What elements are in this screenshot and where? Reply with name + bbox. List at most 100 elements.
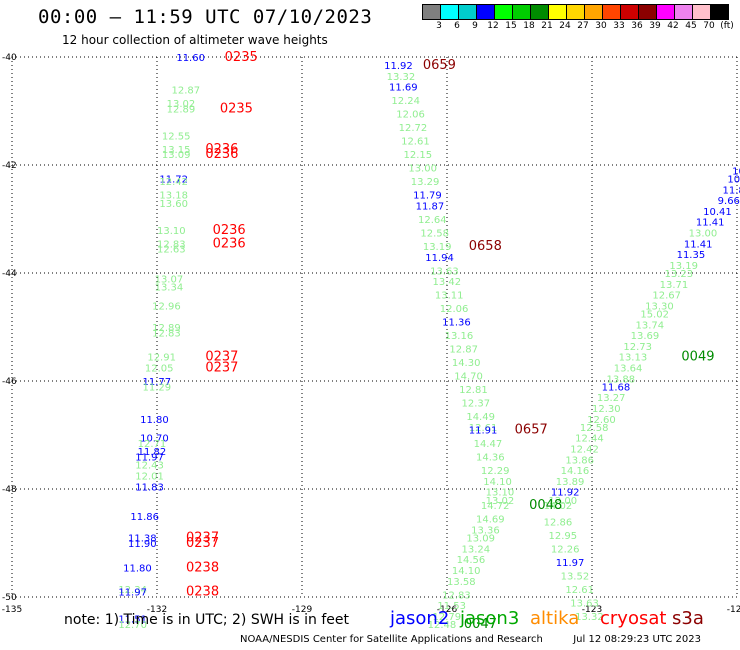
- pass-time-label: 0238: [186, 560, 219, 575]
- wave-height-label: 13.52: [561, 571, 590, 582]
- color-scale-label: 15: [505, 21, 517, 31]
- wave-height-label: 12.73: [623, 342, 652, 353]
- wave-height-label: 14.10: [483, 477, 512, 488]
- satellite-cryosat: cryosat: [600, 608, 667, 629]
- pass-time-label: 0235: [220, 101, 253, 116]
- wave-height-label: 13.00: [408, 164, 437, 175]
- wave-height-label: 12.87: [449, 345, 478, 356]
- wave-height-label: 14.36: [476, 453, 505, 464]
- wave-height-label: 13.24: [462, 544, 491, 555]
- wave-height-label: 13.00: [689, 229, 718, 240]
- wave-height-label: 13.10: [157, 226, 186, 237]
- pass-time-label: 0236: [205, 142, 238, 157]
- wave-height-label: 13.09: [162, 150, 191, 161]
- color-swatch: [441, 4, 459, 20]
- wave-height-label: 12.34: [118, 585, 147, 596]
- wave-height-label: 12.37: [462, 399, 491, 410]
- wave-height-label: 12.06: [440, 304, 469, 315]
- wave-height-label: 11.82: [138, 447, 167, 458]
- wave-height-label: 12.58: [420, 229, 449, 240]
- wave-height-label: 11.90: [128, 539, 157, 550]
- wave-height-label: 12.60: [587, 415, 616, 426]
- color-scale-label: 12: [487, 21, 499, 31]
- color-swatch: [459, 4, 477, 20]
- wave-height-label: 13.34: [155, 283, 184, 294]
- pass-time-label: 0236: [213, 236, 246, 251]
- x-tick-label: -120: [727, 605, 740, 615]
- wave-height-label: 14.72: [481, 501, 510, 512]
- color-swatch: [585, 4, 603, 20]
- color-swatch: [693, 4, 711, 20]
- x-tick-label: -135: [2, 605, 22, 615]
- x-tick-label: -126: [437, 605, 458, 615]
- x-tick-label: -123: [582, 605, 602, 615]
- wave-height-label: 13.63: [570, 598, 599, 609]
- y-tick-label: -50: [2, 593, 17, 603]
- color-scale-label: 30: [595, 21, 607, 31]
- wave-height-label: 11.68: [602, 382, 631, 393]
- wave-height-label: 12.83: [152, 328, 181, 339]
- wave-height-label: 11.38: [128, 534, 157, 545]
- wave-height-label: 12.67: [652, 291, 681, 302]
- wave-height-label: 11.41: [696, 218, 725, 229]
- wave-height-label: 13.10: [486, 488, 515, 499]
- pass-time-label: 0049: [681, 350, 714, 365]
- wave-height-label: 13.42: [433, 277, 462, 288]
- wave-height-label: 12.81: [459, 385, 488, 396]
- wave-height-label: 12.86: [544, 517, 573, 528]
- color-scale-label: 39: [649, 21, 661, 31]
- wave-height-label: 14.69: [476, 515, 505, 526]
- wave-height-label: 14.02: [544, 501, 573, 512]
- wave-height-label: 13.30: [645, 301, 674, 312]
- wave-height-label: 12.91: [147, 353, 176, 364]
- wave-height-label: 13.29: [411, 177, 440, 188]
- color-scale-label: 3: [436, 21, 442, 31]
- pass-time-label: 0238: [186, 585, 219, 600]
- wave-height-label: 13.02: [486, 496, 515, 507]
- wave-height-label: 11.92: [384, 61, 413, 72]
- wave-height-label: 12.00: [549, 496, 578, 507]
- wave-height-label: 13.02: [167, 99, 196, 110]
- wave-height-label: 13.16: [445, 331, 474, 342]
- wave-height-label: 12.58: [580, 423, 609, 434]
- plot-grid: [11, 56, 738, 598]
- wave-height-label: 11.91: [469, 426, 498, 437]
- satellite-jason2: jason2: [390, 608, 450, 629]
- wave-height-label: 13.88: [607, 374, 636, 385]
- wave-height-label: 13.58: [447, 577, 476, 588]
- generated-time: Jul 12 08:29:23 UTC 2023: [573, 634, 701, 645]
- wave-height-label: 13.32: [387, 72, 416, 83]
- wave-height-label: 12.06: [396, 110, 425, 121]
- color-swatch: [603, 4, 621, 20]
- wave-height-label: 10.41: [703, 207, 732, 218]
- y-tick-label: -42: [2, 161, 17, 171]
- wave-height-label: 12.15: [404, 150, 433, 161]
- wave-height-label: 13.86: [565, 455, 594, 466]
- wave-height-label: 13.74: [636, 320, 665, 331]
- wave-height-label: 13.32: [575, 612, 604, 623]
- wave-height-label: 12.61: [565, 585, 594, 596]
- color-swatch: [495, 4, 513, 20]
- wave-height-label: 12.29: [481, 466, 510, 477]
- wave-height-label: 11.97: [556, 558, 585, 569]
- color-scale: [422, 4, 729, 20]
- wave-height-label: 11.36: [442, 318, 471, 329]
- color-scale-label: 21: [541, 21, 553, 31]
- wave-height-label: 12.44: [575, 434, 604, 445]
- wave-height-label: 13.09: [466, 534, 495, 545]
- wave-height-label: 10: [727, 175, 740, 186]
- wave-height-label: 12.26: [551, 544, 580, 555]
- wave-height-label: 11.87: [416, 202, 445, 213]
- color-swatch: [513, 4, 531, 20]
- wave-height-label: 13.60: [159, 199, 188, 210]
- wave-height-label: 11.97: [118, 588, 147, 599]
- wave-height-label: 11.35: [677, 250, 706, 261]
- wave-height-label: 10.: [732, 166, 740, 177]
- color-scale-label: 6: [454, 21, 460, 31]
- wave-height-label: 12.95: [549, 531, 578, 542]
- wave-height-label: 12.05: [145, 364, 174, 375]
- wave-height-label: 12.01: [135, 472, 164, 483]
- wave-height-label: 14.49: [466, 412, 495, 423]
- wave-height-label: 11.69: [389, 83, 418, 94]
- wave-height-label: 11.8: [723, 185, 740, 196]
